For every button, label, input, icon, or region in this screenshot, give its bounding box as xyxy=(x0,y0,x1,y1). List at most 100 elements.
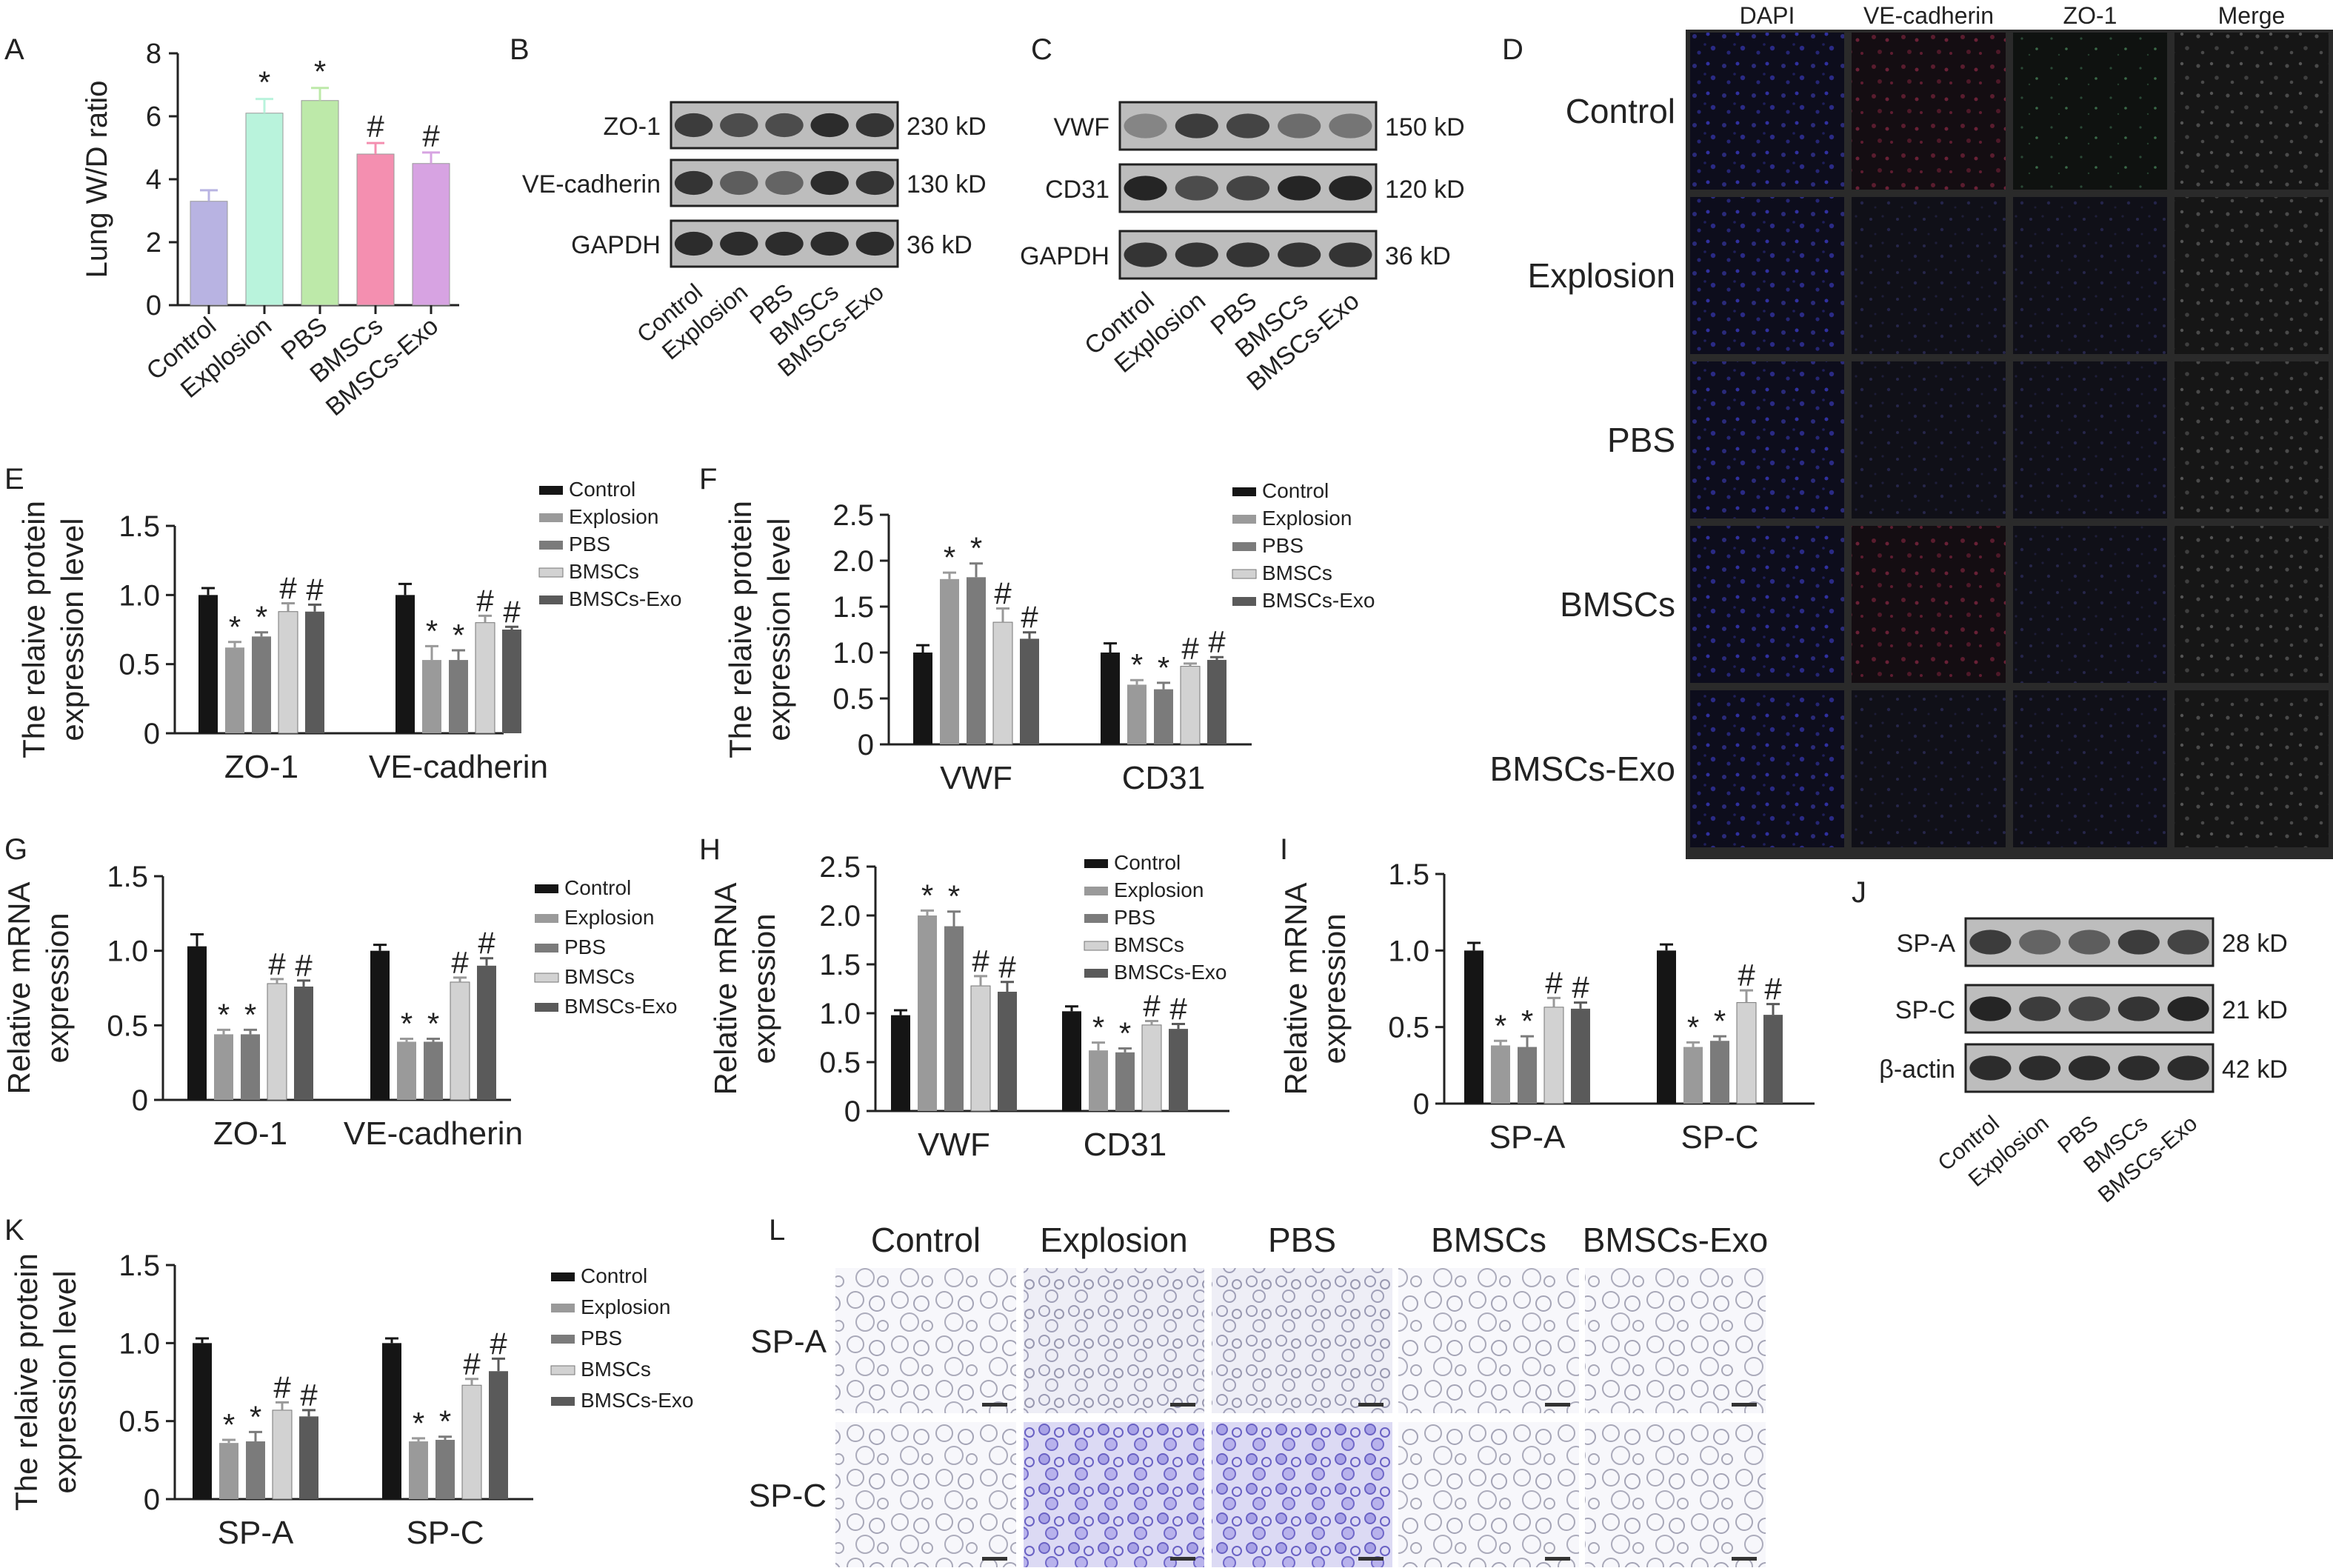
significance-mark: # xyxy=(998,950,1016,984)
significance-mark: * xyxy=(1521,1004,1533,1038)
ihc-image-tile xyxy=(1212,1268,1392,1413)
legend-swatch xyxy=(1084,887,1108,895)
y-axis-label: expression level xyxy=(47,1270,82,1493)
if-image-tile xyxy=(1852,197,2006,354)
blot-band xyxy=(720,113,758,138)
bar-explosion-sp-a xyxy=(1491,1045,1510,1104)
blot-row-label: ZO-1 xyxy=(604,113,661,141)
panel-letter-h: H xyxy=(699,833,721,866)
y-tick-label: 1.5 xyxy=(819,949,861,981)
legend-swatch xyxy=(551,1397,575,1406)
chart-k-protein-spa-spc: 0 0.5 1.0 1.5 The relaive protein expression … xyxy=(9,1250,693,1551)
ihc-row-label: SP-C xyxy=(749,1478,827,1514)
significance-mark: # xyxy=(273,1370,291,1404)
blot-size-label: 36 kD xyxy=(907,231,972,259)
bar-bmscs-exo-cd31 xyxy=(1169,1029,1188,1111)
significance-mark: # xyxy=(994,576,1012,610)
blot-band xyxy=(720,170,758,196)
bar-control-sp-c xyxy=(382,1343,401,1499)
bar-explosion-ve-cadherin xyxy=(422,660,441,733)
blot-size-label: 36 kD xyxy=(1385,242,1451,270)
if-row-label: Explosion xyxy=(1528,256,1675,295)
blot-size-label: 120 kD xyxy=(1385,176,1465,204)
bar-bmscs-ve-cadherin xyxy=(450,981,470,1101)
panel-letters: A B C D E F G H I J K L xyxy=(4,33,1866,1247)
blot-band xyxy=(1226,113,1270,139)
significance-mark: * xyxy=(314,54,326,89)
if-row-label: Control xyxy=(1566,92,1675,130)
panel-letter-l: L xyxy=(769,1214,785,1247)
ihc-image-tile xyxy=(1398,1422,1579,1567)
legend-label: PBS xyxy=(569,533,610,556)
bar-bmscs-exo-sp-c xyxy=(1763,1015,1783,1104)
bar-pbs-cd31 xyxy=(1115,1052,1135,1111)
significance-mark: * xyxy=(258,65,270,100)
blot-band xyxy=(1329,176,1372,201)
bar-pbs-sp-c xyxy=(435,1439,455,1499)
blot-band xyxy=(2068,1055,2111,1081)
ihc-row-label: SP-A xyxy=(750,1324,827,1360)
if-column-label: Merge xyxy=(2218,2,2286,29)
legend-swatch xyxy=(539,513,563,522)
significance-mark: # xyxy=(1169,992,1187,1027)
y-tick-label: 0 xyxy=(132,1084,148,1117)
legend-swatch xyxy=(535,1003,558,1012)
legend-label: PBS xyxy=(1262,534,1304,557)
bar-control-ve-cadherin xyxy=(370,950,390,1100)
significance-mark: * xyxy=(427,1006,439,1041)
bar-explosion-vwf xyxy=(918,915,937,1111)
bar-explosion-cd31 xyxy=(1127,684,1147,744)
ihc-column-label: Explosion xyxy=(1040,1221,1187,1259)
ihc-grid-l: Control Explosion PBS BMSCs BMSCs-Exo SP-A SP-… xyxy=(749,1221,1768,1567)
bar-bmscs-exo-vwf xyxy=(998,991,1017,1111)
x-category-label: SP-A xyxy=(1489,1119,1566,1155)
significance-mark: # xyxy=(306,572,324,607)
blot-band xyxy=(1969,1055,2012,1081)
y-tick-label: 0.5 xyxy=(832,683,874,715)
legend-swatch xyxy=(539,486,563,495)
y-tick-label: 1.5 xyxy=(119,510,160,543)
if-image-tile xyxy=(1852,33,2006,190)
blot-band xyxy=(765,113,804,138)
panel-letter-c: C xyxy=(1031,33,1052,66)
legend-label: BMSCs-Exo xyxy=(1262,589,1375,612)
significance-mark: * xyxy=(944,540,955,575)
blot-size-label: 130 kD xyxy=(907,170,987,198)
bar-pbs-ve-cadherin xyxy=(449,660,468,733)
bar-control xyxy=(190,201,228,306)
blot-row-label: VWF xyxy=(1053,113,1109,141)
chart-g-mrna-zo1-vecadherin: 0 0.5 1.0 1.5 Relative mRNA expression * * # # ZO-… xyxy=(1,861,677,1152)
bar-pbs-sp-a xyxy=(1518,1047,1537,1104)
significance-mark: * xyxy=(1714,1004,1726,1038)
significance-mark: * xyxy=(1158,650,1169,685)
legend-swatch xyxy=(551,1272,575,1281)
blot-band xyxy=(855,231,895,256)
bar-bmscs-exo-zo-1 xyxy=(305,611,324,733)
bar-explosion xyxy=(245,113,284,306)
significance-mark: # xyxy=(279,571,297,606)
blot-band xyxy=(2167,1055,2209,1081)
panel-letter-k: K xyxy=(4,1214,24,1247)
blot-band xyxy=(674,170,713,196)
ihc-image-tile xyxy=(1024,1268,1204,1413)
if-image-tile xyxy=(2175,361,2329,518)
blot-band xyxy=(1969,930,2012,955)
blot-size-label: 42 kD xyxy=(2222,1055,2288,1084)
if-image-tile xyxy=(2175,526,2329,683)
significance-mark: * xyxy=(426,613,438,648)
ihc-column-label: Control xyxy=(871,1221,981,1259)
legend-swatch xyxy=(1084,914,1108,923)
significance-mark: # xyxy=(1572,970,1589,1005)
significance-mark: * xyxy=(948,879,960,914)
bar-pbs-sp-c xyxy=(1710,1041,1729,1104)
blot-band xyxy=(855,170,895,196)
blot-band xyxy=(765,231,804,256)
legend-swatch xyxy=(538,567,564,578)
scale-bar xyxy=(982,1403,1007,1407)
blot-row-label: SP-C xyxy=(1895,996,1955,1024)
y-axis-label: expression xyxy=(747,913,781,1064)
legend-swatch xyxy=(1232,487,1256,496)
significance-mark: # xyxy=(1738,958,1755,992)
